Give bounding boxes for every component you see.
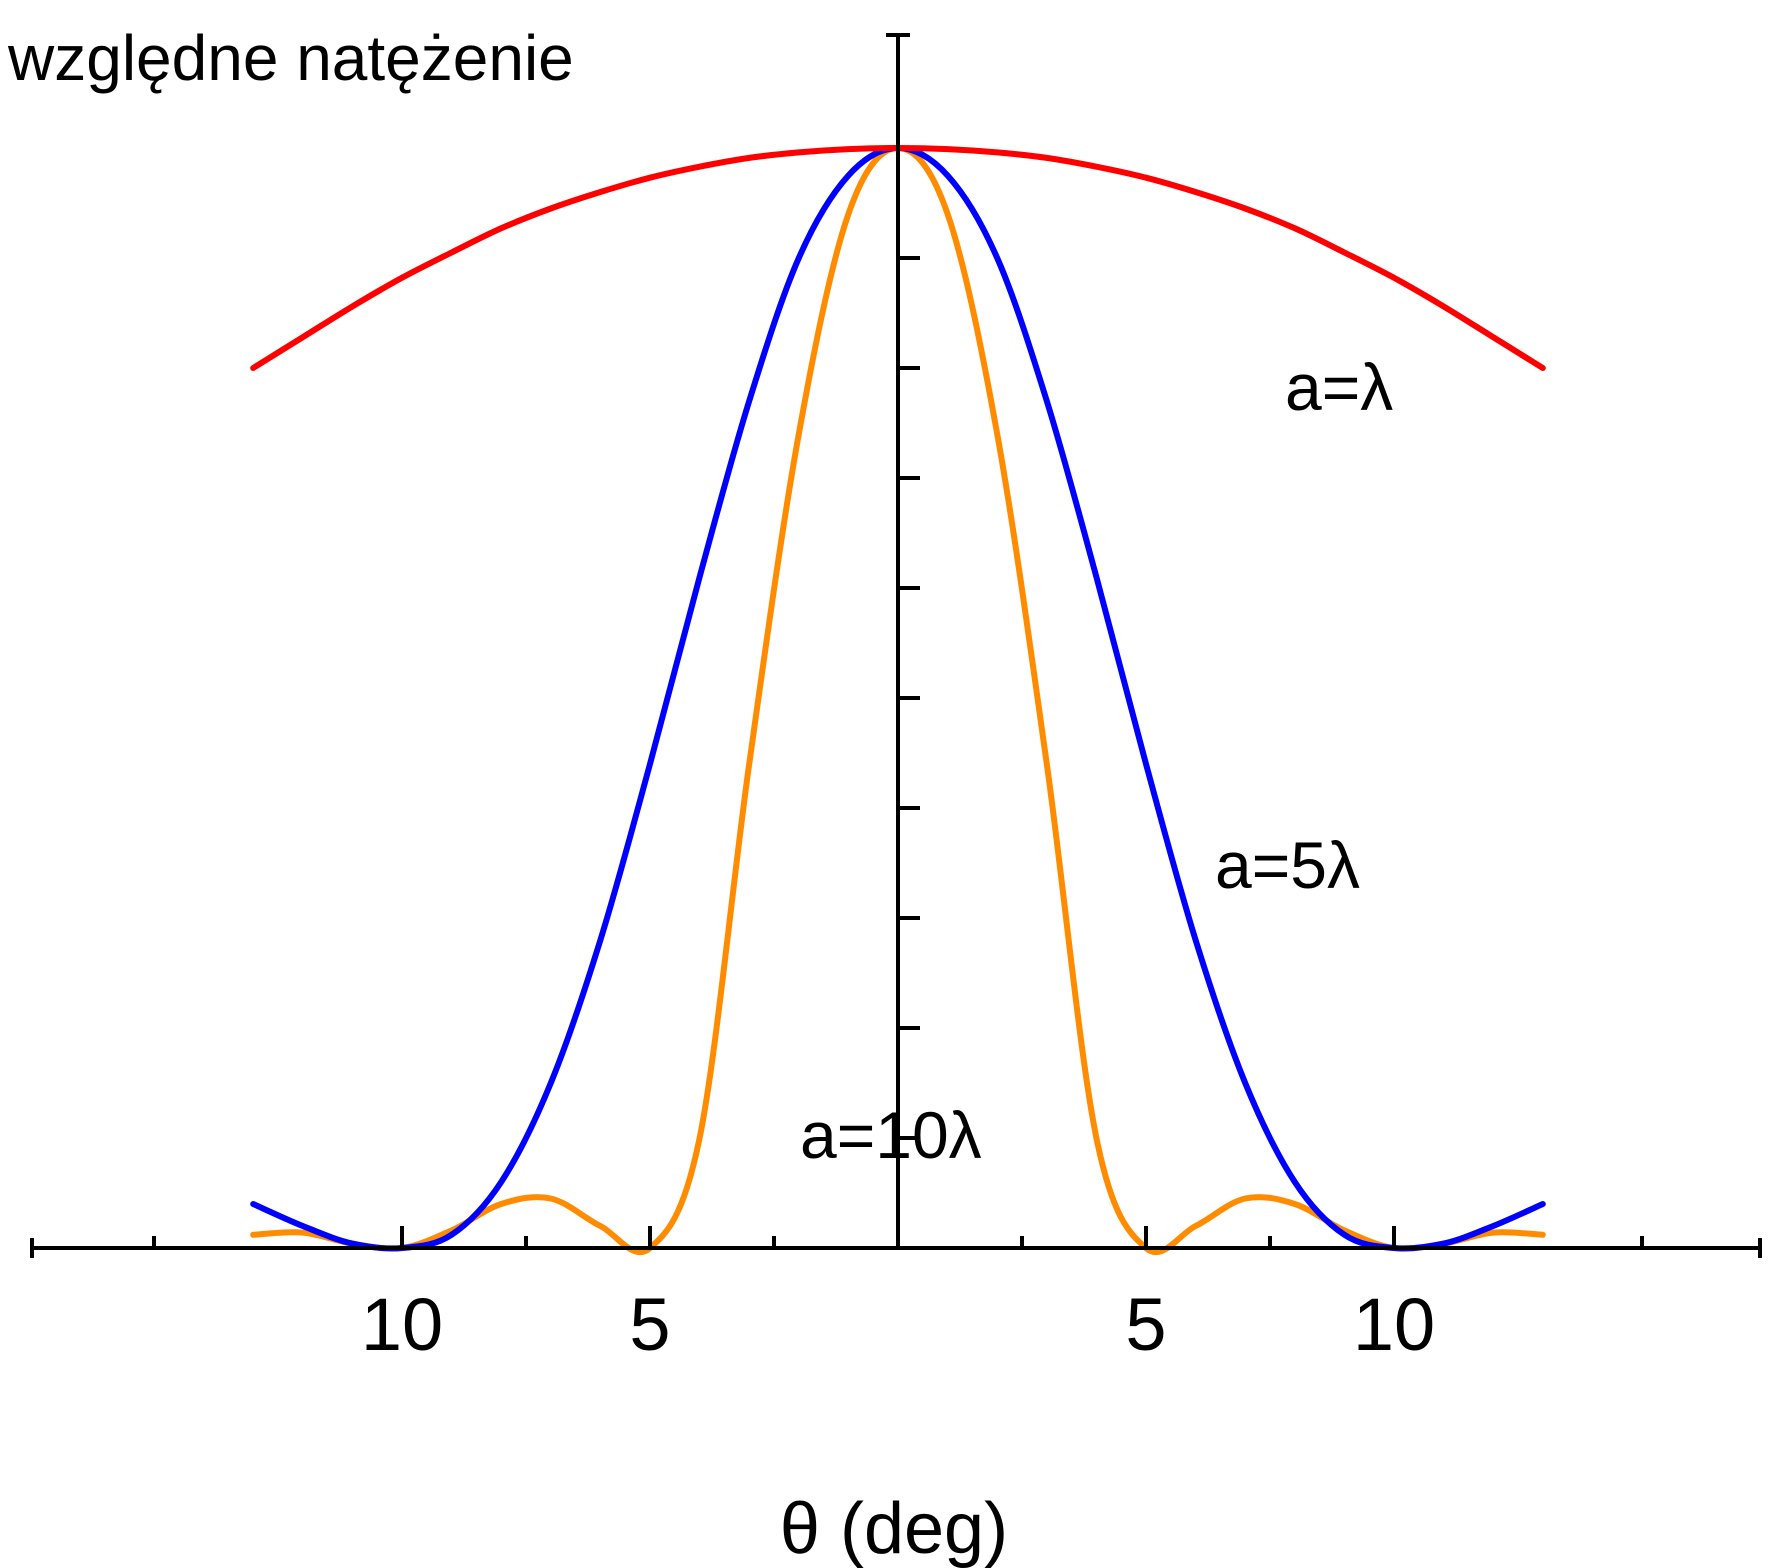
text-labels: względne natężenie θ (deg) 10 5 5 10 a=λ a=… (7, 22, 1435, 1568)
x-axis-label: θ (deg) (780, 1489, 1008, 1568)
axis-ticks (30, 33, 1762, 1258)
y-axis-label: względne natężenie (7, 22, 574, 94)
series-label-a-10lambda: a=10λ (800, 1098, 982, 1172)
x-tick-label: 5 (629, 1283, 670, 1366)
x-tick-label: 10 (361, 1283, 443, 1366)
x-tick-labels: 10 5 5 10 (361, 1283, 1435, 1366)
x-tick-label: 10 (1353, 1283, 1435, 1366)
x-tick-label: 5 (1125, 1283, 1166, 1366)
axes (30, 33, 1762, 1258)
series-label-a-5lambda: a=5λ (1215, 828, 1360, 902)
series-label-a-lambda: a=λ (1285, 350, 1393, 424)
